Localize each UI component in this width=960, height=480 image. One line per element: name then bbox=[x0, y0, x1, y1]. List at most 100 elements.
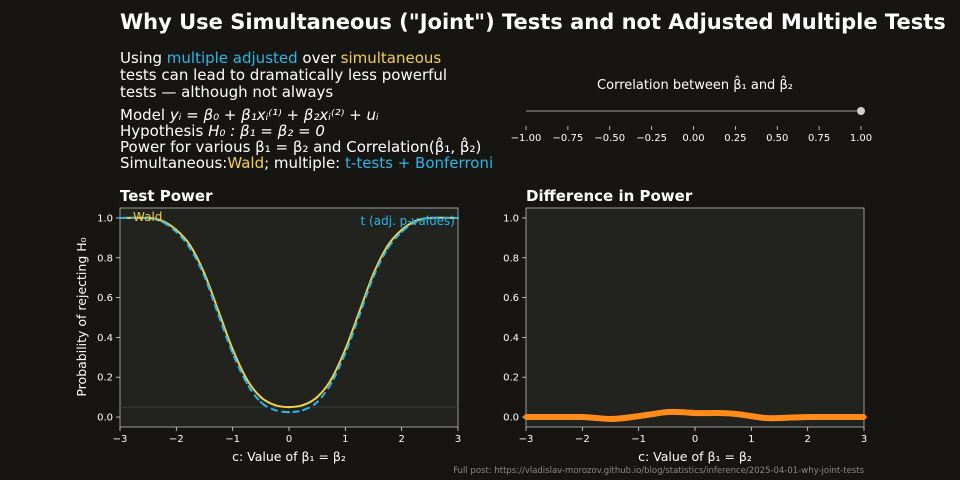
data-point bbox=[776, 415, 783, 421]
x-tick-label: 1 bbox=[748, 434, 754, 445]
model-label: Model bbox=[120, 106, 166, 124]
data-point bbox=[692, 410, 698, 416]
data-point bbox=[372, 272, 375, 275]
sim-wald: Wald bbox=[227, 154, 265, 172]
difference-x-label: c: Value of β₁ = β₂ bbox=[638, 449, 752, 464]
data-point bbox=[217, 314, 220, 317]
data-point bbox=[678, 409, 684, 415]
correlation-slider[interactable]: Correlation between β̂₁ and β̂₂ −1.00 −0.… bbox=[511, 76, 872, 144]
legend-ttest-label: t (adj. p-values) bbox=[361, 214, 455, 228]
data-point bbox=[330, 378, 333, 381]
slider-tick-label: 1.00 bbox=[850, 133, 872, 144]
data-point bbox=[748, 413, 754, 419]
y-tick-label: 1.0 bbox=[97, 213, 113, 224]
difference-plot-area bbox=[525, 207, 865, 428]
data-point bbox=[189, 247, 192, 250]
slider-tick-label: −0.25 bbox=[636, 133, 667, 144]
slider-ticks: −1.00 −0.75 −0.50 −0.25 0.00 0.25 0.50 0.75 1.00 bbox=[511, 126, 872, 144]
data-point bbox=[833, 414, 839, 420]
y-tick-label: 0.2 bbox=[503, 373, 519, 384]
hypothesis-line: Hypothesis H₀ : β₁ = β₂ = 0 bbox=[120, 123, 325, 140]
power-x-axis: −3 −2 −1 0 1 2 3 bbox=[113, 427, 461, 445]
desc-using: Using bbox=[120, 49, 162, 67]
series-difference-points bbox=[523, 409, 867, 422]
x-tick-label: −3 bbox=[519, 434, 534, 445]
power-line: Power for various β₁ = β₂ and Correlatio… bbox=[120, 138, 482, 156]
sim-label: Simultaneous: bbox=[120, 154, 228, 172]
y-tick-label: 1.0 bbox=[503, 213, 519, 224]
chart-title-difference: Difference in Power bbox=[526, 187, 693, 205]
series-wald-points bbox=[118, 216, 460, 409]
series-ttest-points bbox=[118, 216, 460, 414]
footer-link[interactable]: Full post: https://vladislav-morozov.git… bbox=[453, 466, 864, 476]
power-x-label: c: Value of β₁ = β₂ bbox=[232, 449, 346, 464]
data-point bbox=[287, 411, 291, 414]
data-point bbox=[650, 411, 656, 417]
description-line-1: Using multiple adjusted over simultaneou… bbox=[120, 50, 441, 67]
y-tick-label: 0.6 bbox=[503, 293, 519, 304]
data-point bbox=[316, 401, 319, 404]
data-point bbox=[358, 314, 361, 317]
data-point bbox=[161, 220, 164, 223]
data-point bbox=[414, 220, 417, 223]
y-tick-label: 0.4 bbox=[503, 333, 519, 344]
x-tick-label: −1 bbox=[225, 434, 240, 445]
y-tick-label: 0.4 bbox=[97, 333, 113, 344]
slider-tick-label: −0.75 bbox=[553, 133, 584, 144]
data-point bbox=[273, 409, 276, 412]
model-equation: yᵢ = β₀ + β₁xᵢ⁽¹⁾ + β₂xᵢ⁽²⁾ + uᵢ bbox=[169, 106, 379, 124]
x-tick-label: 3 bbox=[861, 434, 867, 445]
data-point bbox=[287, 406, 291, 409]
multiple-ttests: t-tests + Bonferroni bbox=[345, 154, 494, 172]
x-tick-label: 1 bbox=[342, 434, 348, 445]
data-point bbox=[386, 244, 389, 247]
x-tick-label: −2 bbox=[169, 434, 184, 445]
data-point bbox=[344, 348, 347, 351]
data-point bbox=[203, 275, 206, 278]
y-tick-label: 0.8 bbox=[97, 253, 113, 264]
data-point bbox=[259, 396, 262, 399]
data-point bbox=[203, 272, 206, 275]
power-plot-area bbox=[119, 207, 459, 428]
legend-wald-label: Wald bbox=[133, 210, 162, 224]
data-point bbox=[664, 409, 670, 415]
data-point bbox=[622, 415, 628, 421]
slider-tick-label: 0.75 bbox=[808, 133, 830, 144]
difference-y-axis: 0.0 0.2 0.4 0.6 0.8 1.0 bbox=[503, 213, 526, 424]
data-point bbox=[805, 414, 811, 420]
y-tick-label: 0.0 bbox=[97, 413, 113, 424]
power-y-axis: 0.0 0.2 0.4 0.6 0.8 1.0 bbox=[97, 213, 120, 424]
slider-handle[interactable] bbox=[857, 107, 865, 115]
y-tick-label: 0.6 bbox=[97, 293, 113, 304]
data-point bbox=[245, 382, 248, 385]
data-point bbox=[593, 415, 600, 421]
data-point bbox=[259, 401, 262, 404]
x-tick-label: −1 bbox=[631, 434, 646, 445]
figure-title: Why Use Simultaneous ("Joint") Tests and… bbox=[120, 10, 946, 34]
x-tick-label: 0 bbox=[286, 434, 292, 445]
x-tick-label: −3 bbox=[113, 434, 128, 445]
x-tick-label: 0 bbox=[692, 434, 698, 445]
data-point bbox=[428, 216, 431, 220]
data-point bbox=[636, 413, 642, 419]
data-point bbox=[245, 378, 248, 381]
slider-label: Correlation between β̂₁ and β̂₂ bbox=[597, 76, 793, 93]
data-point bbox=[231, 348, 234, 351]
data-point bbox=[175, 228, 178, 231]
data-point bbox=[607, 416, 614, 422]
multiple-label: ; multiple: bbox=[264, 154, 341, 172]
series-ttest-line bbox=[119, 216, 459, 414]
hypothesis-label: Hypothesis bbox=[120, 122, 204, 140]
y-tick-label: 0.8 bbox=[503, 253, 519, 264]
data-point bbox=[358, 310, 361, 313]
data-point bbox=[344, 352, 347, 355]
difference-x-axis: −3 −2 −1 0 1 2 3 bbox=[519, 427, 867, 445]
y-tick-label: 0.0 bbox=[503, 413, 519, 424]
x-tick-label: 2 bbox=[804, 434, 810, 445]
data-point bbox=[456, 216, 460, 220]
data-point bbox=[217, 310, 220, 313]
data-point bbox=[551, 414, 557, 420]
slider-tick-label: −0.50 bbox=[594, 133, 625, 144]
desc-simultaneous: simultaneous bbox=[340, 49, 442, 67]
